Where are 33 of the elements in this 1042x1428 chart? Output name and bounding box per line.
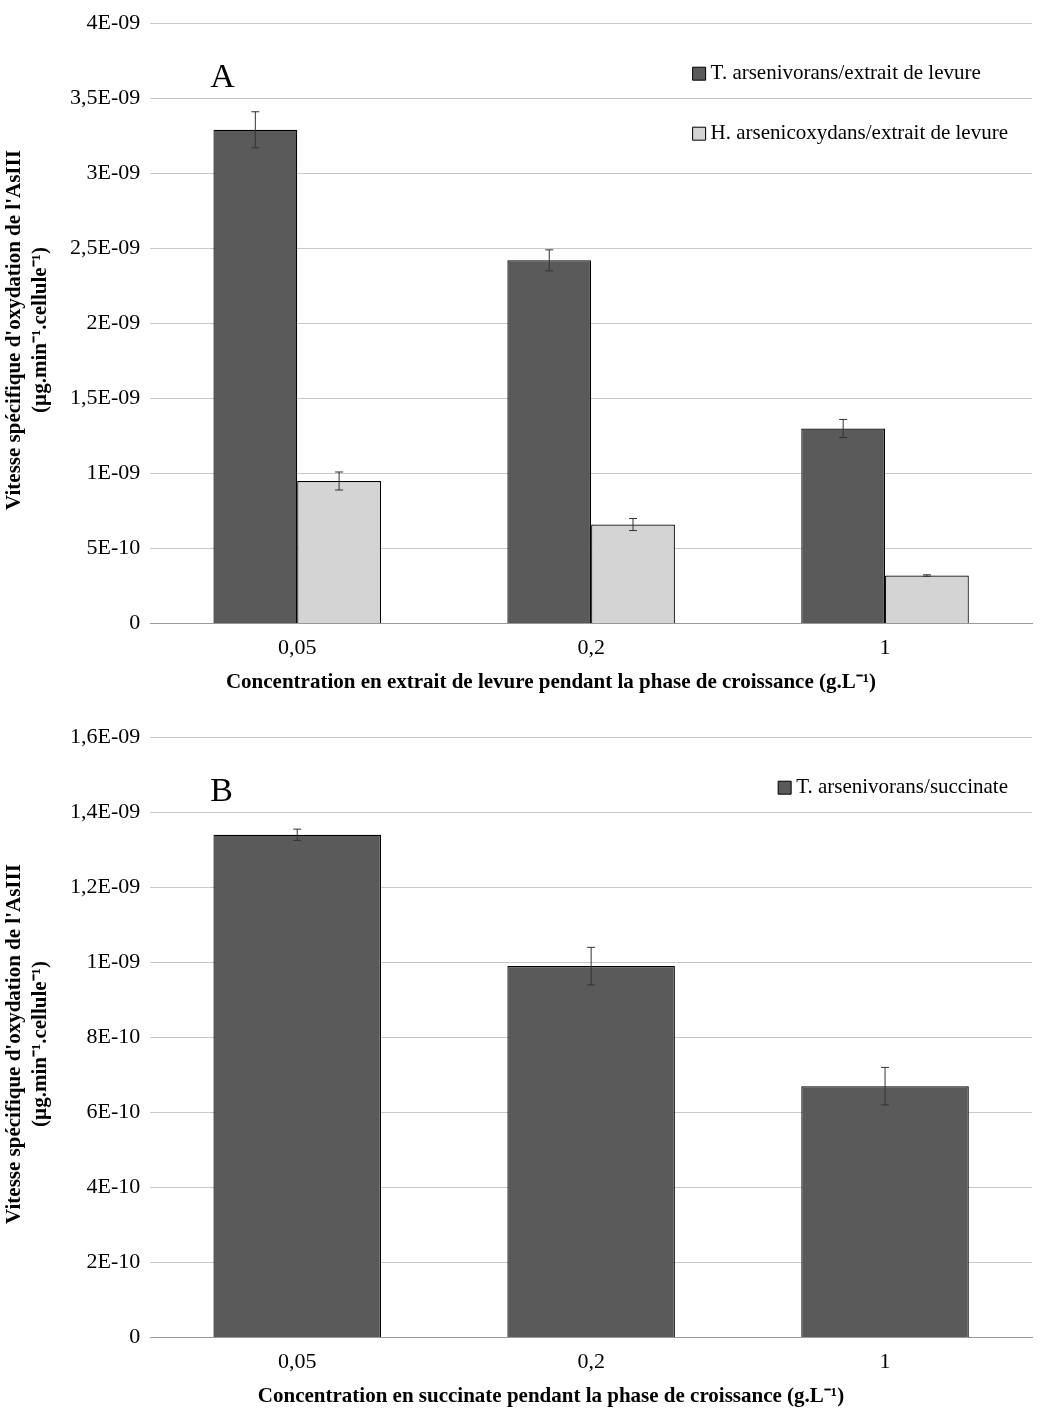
y-tick-label: 2,5E-09 (70, 234, 141, 260)
y-tick-label: 4E-10 (86, 1173, 141, 1199)
y-tick-label: 1,5E-09 (70, 384, 141, 410)
legend-label: T. arsenivorans/succinate (796, 774, 1008, 799)
y-tick-label: 0 (129, 1323, 141, 1349)
y-tick-label: 6E-10 (86, 1098, 141, 1124)
y-tick-label: 5E-10 (86, 534, 141, 560)
x-tick-label: 0,05 (277, 633, 317, 659)
y-tick-label: 1E-09 (86, 459, 141, 485)
y-tick-label: 2E-09 (86, 309, 141, 335)
annotation: B (210, 771, 233, 809)
y-tick-label: 1,2E-09 (70, 873, 141, 899)
x-tick-label: 1 (879, 1347, 891, 1373)
x-tick-label: 0,2 (577, 1347, 605, 1373)
x-axis-title: Concentration en extrait de levure pendant la phase de croissance (g.L⁻¹) (224, 668, 878, 694)
y-axis-title: Vitesse spécifique d'oxydation de l'AsIII (µg.min⁻¹.cellule⁻¹) (0, 149, 52, 512)
y-tick-label: 1,4E-09 (70, 798, 141, 824)
y-tick-label: 1,6E-09 (70, 722, 141, 748)
y-tick-label: 1E-09 (86, 948, 141, 974)
legend-label: H. arsenicoxydans/extrait de levure (710, 120, 1009, 145)
y-tick-label: 8E-10 (86, 1023, 141, 1049)
x-tick-label: 0,05 (277, 1347, 317, 1373)
annotation: A (210, 57, 236, 95)
y-tick-label: 3E-09 (86, 159, 141, 185)
x-tick-label: 1 (879, 633, 891, 659)
y-tick-label: 0 (129, 609, 141, 635)
x-tick-label: 0,2 (577, 633, 605, 659)
y-tick-label: 4E-09 (86, 8, 141, 34)
x-axis-title: Concentration en succinate pendant la phase de croissance (g.L⁻¹) (256, 1382, 846, 1408)
y-tick-label: 3,5E-09 (70, 84, 141, 110)
legend-label: T. arsenivorans/extrait de levure (710, 60, 981, 85)
y-tick-label: 2E-10 (86, 1248, 141, 1274)
y-axis-title: Vitesse spécifique d'oxydation de l'AsIII (µg.min⁻¹.cellule⁻¹) (0, 863, 52, 1226)
